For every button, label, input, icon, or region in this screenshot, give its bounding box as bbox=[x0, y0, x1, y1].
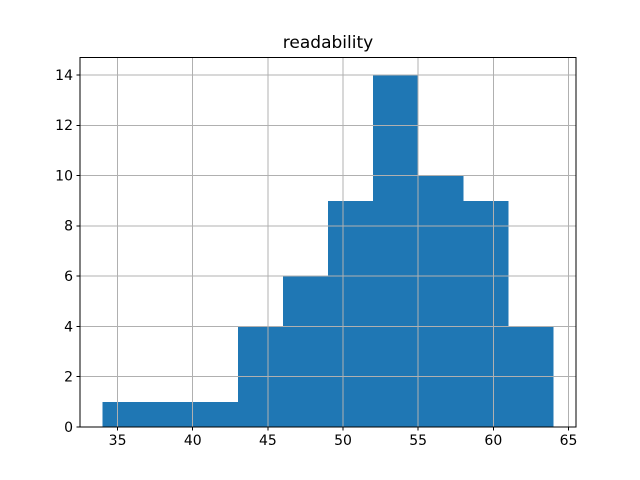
y-tick-label: 14 bbox=[55, 68, 73, 84]
y-tick-label: 12 bbox=[55, 118, 73, 134]
histogram-bar bbox=[147, 401, 193, 427]
histogram-bar bbox=[192, 401, 238, 427]
y-tick-label: 6 bbox=[64, 269, 73, 285]
histogram-bar bbox=[373, 75, 419, 427]
y-tick-label: 0 bbox=[64, 420, 73, 436]
x-tick-label: 35 bbox=[109, 433, 127, 449]
x-tick-label: 55 bbox=[409, 433, 427, 449]
histogram-bar bbox=[328, 200, 374, 427]
x-tick-label: 45 bbox=[259, 433, 277, 449]
histogram-bar bbox=[102, 401, 148, 427]
histogram-bar bbox=[463, 200, 509, 427]
chart-title: readability bbox=[282, 33, 374, 53]
histogram-bar bbox=[418, 175, 464, 427]
x-tick-label: 40 bbox=[184, 433, 202, 449]
x-tick-label: 60 bbox=[484, 433, 502, 449]
y-tick-label: 2 bbox=[64, 370, 73, 386]
y-tick-label: 10 bbox=[55, 168, 73, 184]
x-tick-label: 65 bbox=[560, 433, 578, 449]
y-tick-label: 4 bbox=[64, 319, 73, 335]
y-tick-label: 8 bbox=[64, 219, 73, 235]
axes-spines bbox=[79, 57, 577, 428]
x-tick-label: 50 bbox=[334, 433, 352, 449]
histogram-bar bbox=[282, 276, 328, 427]
